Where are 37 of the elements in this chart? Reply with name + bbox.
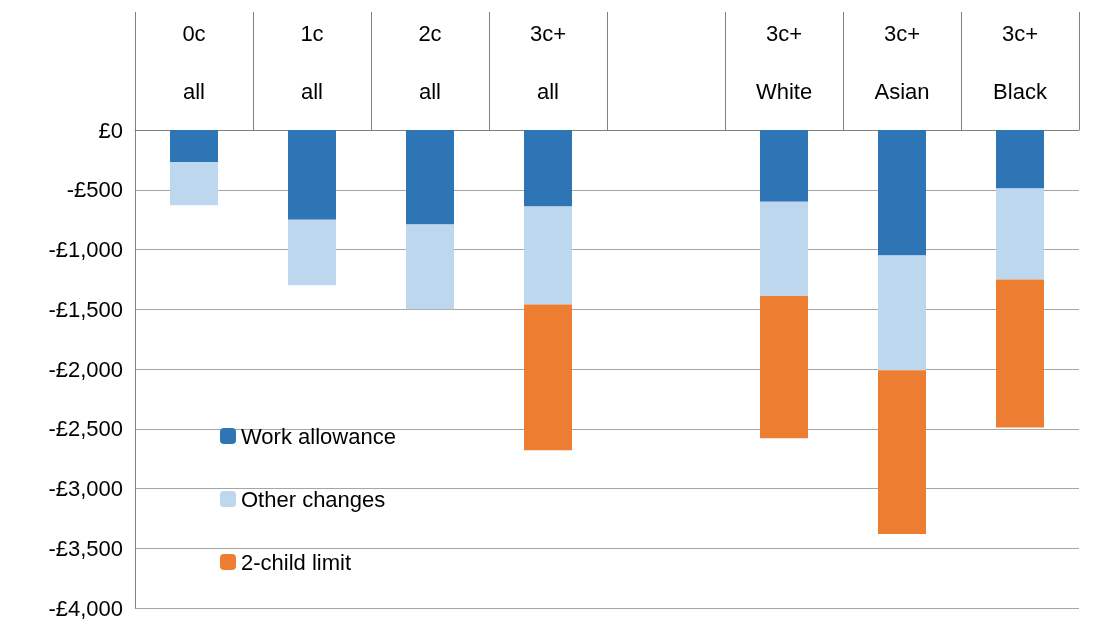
bar bbox=[760, 296, 808, 439]
bar bbox=[878, 370, 926, 534]
bar bbox=[996, 130, 1044, 189]
y-tick-label: -£3,500 bbox=[48, 535, 123, 561]
category-label: 1c all bbox=[300, 20, 324, 104]
category-label: 3c+ Asian bbox=[874, 20, 930, 104]
bar bbox=[170, 130, 218, 163]
bar bbox=[996, 279, 1044, 428]
legend-label: Other changes bbox=[241, 486, 386, 512]
bar bbox=[406, 130, 454, 225]
y-tick-label: -£500 bbox=[66, 177, 123, 203]
category-label: 2c all bbox=[418, 20, 442, 104]
legend-label: 2-child limit bbox=[241, 549, 352, 575]
category-label: 3c+ all bbox=[529, 20, 567, 104]
y-tick-label: -£2,500 bbox=[48, 416, 123, 442]
category-label: 0c all bbox=[182, 20, 206, 104]
y-tick-label: £0 bbox=[98, 117, 123, 143]
bar bbox=[288, 130, 336, 220]
y-tick-label: -£4,000 bbox=[48, 595, 123, 621]
bar bbox=[406, 224, 454, 310]
bar bbox=[524, 206, 572, 305]
bar bbox=[524, 130, 572, 207]
bar bbox=[878, 130, 926, 256]
category-label: 3c+ White bbox=[755, 20, 813, 104]
y-tick-label: -£2,000 bbox=[48, 356, 123, 382]
bar bbox=[524, 304, 572, 451]
bar bbox=[288, 219, 336, 286]
bar bbox=[996, 188, 1044, 280]
category-label: 3c+ Black bbox=[993, 20, 1047, 104]
bar bbox=[760, 130, 808, 202]
y-tick-label: -£1,000 bbox=[48, 237, 123, 262]
y-tick-label: -£3,000 bbox=[48, 476, 123, 501]
legend-label: Work allowance bbox=[241, 423, 396, 449]
y-tick-label: -£1,500 bbox=[48, 296, 123, 322]
bar bbox=[878, 255, 926, 371]
bar bbox=[170, 162, 218, 206]
bar bbox=[760, 201, 808, 297]
